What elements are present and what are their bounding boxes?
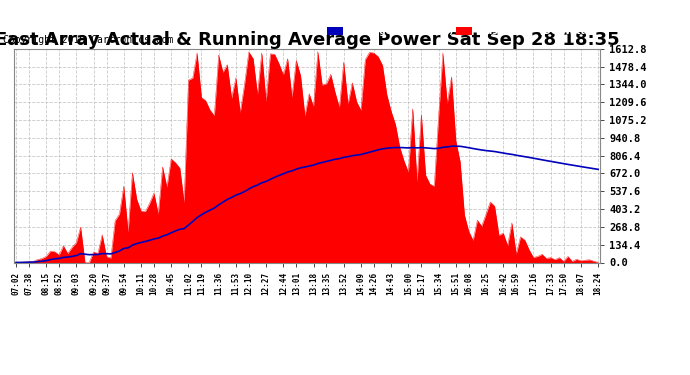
Title: East Array Actual & Running Average Power Sat Sep 28 18:35: East Array Actual & Running Average Powe… — [0, 31, 620, 49]
Text: Copyright 2019 Cartronics.com: Copyright 2019 Cartronics.com — [3, 35, 174, 45]
Legend: Average  (DC Watts), East Array  (DC Watts): Average (DC Watts), East Array (DC Watts… — [325, 26, 595, 38]
